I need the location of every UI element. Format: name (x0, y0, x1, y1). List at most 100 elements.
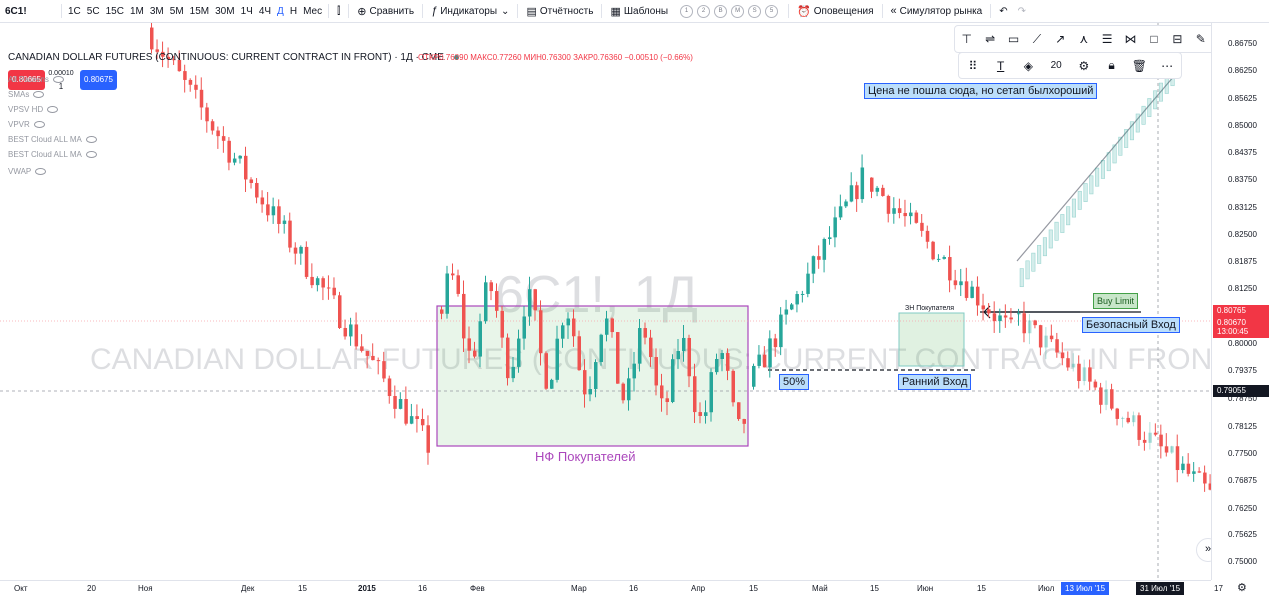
candle-body (1159, 434, 1163, 447)
small-zone-label[interactable]: ЗН Покупателя (905, 305, 954, 312)
template-slot-2[interactable]: B (714, 4, 728, 18)
symbol-search[interactable]: 6C1! (5, 5, 27, 17)
candle-body (914, 212, 919, 223)
buy-limit-label[interactable]: Buy Limit (1093, 293, 1139, 309)
candle-body (533, 289, 537, 311)
interval-3[interactable]: 1М (129, 5, 144, 17)
candle-body (909, 212, 913, 217)
candle-body (354, 324, 359, 347)
interval-8[interactable]: 1Ч (240, 5, 253, 17)
eye-icon[interactable] (33, 91, 45, 99)
candle-body (1197, 471, 1202, 473)
eye-icon[interactable] (33, 121, 45, 129)
parallel-channel-icon[interactable]: ▭ (1007, 32, 1020, 46)
template-slot-3[interactable]: M (731, 4, 745, 18)
demand-zone-box[interactable] (436, 305, 749, 447)
candle-body (715, 358, 719, 373)
redo-button[interactable]: ↷ (1013, 0, 1031, 22)
text-color-icon[interactable]: T (996, 58, 1005, 73)
lock-icon[interactable]: 🔒︎ (1108, 58, 1115, 72)
candle-body (616, 332, 620, 384)
indicator-row[interactable]: BEST Cloud ALL MA (8, 150, 97, 159)
indicator-row[interactable]: VWAP (8, 167, 47, 176)
candle-body (752, 365, 756, 387)
eye-icon[interactable] (35, 168, 47, 176)
fifty-percent-label[interactable]: 50% (779, 374, 810, 390)
candle-body (315, 278, 320, 286)
note-label[interactable]: Цена не пошла сюда, но сетап былхороший (864, 83, 1098, 99)
double-chevron-right-icon: » (1204, 543, 1211, 555)
indicator-row[interactable]: VPSV HD (8, 105, 59, 114)
candle-body (599, 334, 603, 363)
pattern-icon[interactable]: ⋈ (1124, 32, 1137, 46)
price-axis[interactable]: 0.86750 0.86250 0.85625 0.85000 0.84375 0.837… (1211, 23, 1269, 580)
chart-pane[interactable]: 6C1!, 1Д CANADIAN DOLLAR FUTURES (CONTIN… (0, 23, 1211, 580)
trend-line[interactable] (1016, 68, 1181, 262)
candle-body (500, 310, 504, 338)
trash-icon[interactable]: 🗑︎ (1131, 58, 1147, 73)
fill-color-icon[interactable]: ◈ (1023, 58, 1033, 73)
interval-1[interactable]: 5С (86, 5, 100, 17)
reports-button[interactable]: ▤ Отчётность (521, 0, 598, 22)
time-axis[interactable]: Окт 20 Ноя Дек 15 2015 16 Фев Мар 16 Апр 15 Май 15 Июн… (0, 580, 1223, 596)
bar-style-button[interactable]: ⫿ (332, 0, 345, 22)
alerts-button[interactable]: ⏰ Оповещения (792, 0, 878, 22)
eye-icon[interactable] (52, 76, 64, 84)
replay-button[interactable]: «Симулятор рынка (886, 0, 988, 22)
eye-icon[interactable] (85, 136, 97, 144)
small-zone-box[interactable] (898, 312, 965, 367)
interval-10[interactable]: Д (277, 5, 284, 17)
candle-body (382, 361, 386, 379)
projection-candle (1048, 229, 1053, 249)
safe-entry-label[interactable]: Безопасный Вход (1082, 317, 1180, 333)
chart-legend-title[interactable]: CANADIAN DOLLAR FUTURES (CONTINUOUS: CUR… (8, 52, 463, 63)
font-size-select[interactable]: 20 (1050, 60, 1062, 71)
chart-settings-gear[interactable]: ⚙ (1237, 581, 1247, 594)
eye-icon[interactable] (85, 151, 97, 159)
interval-2[interactable]: 15С (105, 5, 124, 17)
indicators-button[interactable]: ƒ Индикаторы ⌄ (426, 0, 514, 22)
interval-12[interactable]: Мес (303, 5, 323, 17)
time-tick: Окт (14, 584, 28, 593)
fib-retracement-icon[interactable]: ☰ (1101, 32, 1113, 46)
interval-5[interactable]: 5М (169, 5, 184, 17)
indicator-row[interactable]: SMAs (8, 90, 45, 99)
buy-button[interactable]: 0.80675 (80, 70, 117, 90)
drag-handle-icon[interactable]: ⠿ (968, 58, 978, 73)
indicator-row[interactable]: BEST Cloud ALL MA (8, 135, 97, 144)
template-slot-5[interactable]: 5 (765, 4, 779, 18)
compare-button[interactable]: ⊕ Сравнить (352, 0, 419, 22)
pitchfork-icon[interactable]: ⋏ (1079, 32, 1089, 46)
projection-icon[interactable]: ⊟ (1172, 32, 1183, 46)
trend-line-icon[interactable]: ⟋ (1032, 31, 1042, 46)
anchored-text-icon[interactable]: ⊤ (961, 32, 972, 46)
interval-7[interactable]: 30М (215, 5, 235, 17)
projection-candle (1147, 98, 1152, 117)
more-icon[interactable]: ⋯ (1161, 58, 1174, 73)
indicator-row[interactable]: All Patterns (8, 75, 64, 84)
sell-button[interactable]: 0.80665 (8, 70, 45, 90)
eye-icon[interactable] (47, 106, 59, 114)
horizontal-ray-icon[interactable]: ⇌ (985, 32, 996, 46)
early-entry-label[interactable]: Ранний Вход (898, 374, 972, 390)
indicator-name: All Patterns (8, 75, 49, 84)
ray-icon[interactable]: ↗ (1055, 32, 1066, 46)
template-slot-1[interactable]: 2 (697, 4, 711, 18)
demand-zone-label[interactable]: НФ Покупателей (535, 449, 636, 464)
interval-11[interactable]: Н (289, 5, 298, 17)
brush-icon[interactable]: ✎ (1195, 32, 1206, 46)
interval-0[interactable]: 1С (68, 5, 81, 17)
indicator-row[interactable]: VPVR (8, 120, 45, 129)
template-slot-4[interactable]: S (748, 4, 762, 18)
redo-icon: ↷ (1017, 5, 1027, 17)
undo-button[interactable]: ↶ (994, 0, 1012, 22)
interval-9[interactable]: 4Ч (258, 5, 272, 17)
template-slot-0[interactable]: 1 (680, 4, 694, 18)
candle-body (964, 281, 969, 298)
settings-icon[interactable]: ⚙ (1078, 58, 1090, 73)
interval-4[interactable]: 3М (149, 5, 164, 17)
rectangle-icon[interactable]: □ (1150, 32, 1158, 46)
candle-body (610, 318, 614, 333)
interval-6[interactable]: 15М (189, 5, 210, 17)
